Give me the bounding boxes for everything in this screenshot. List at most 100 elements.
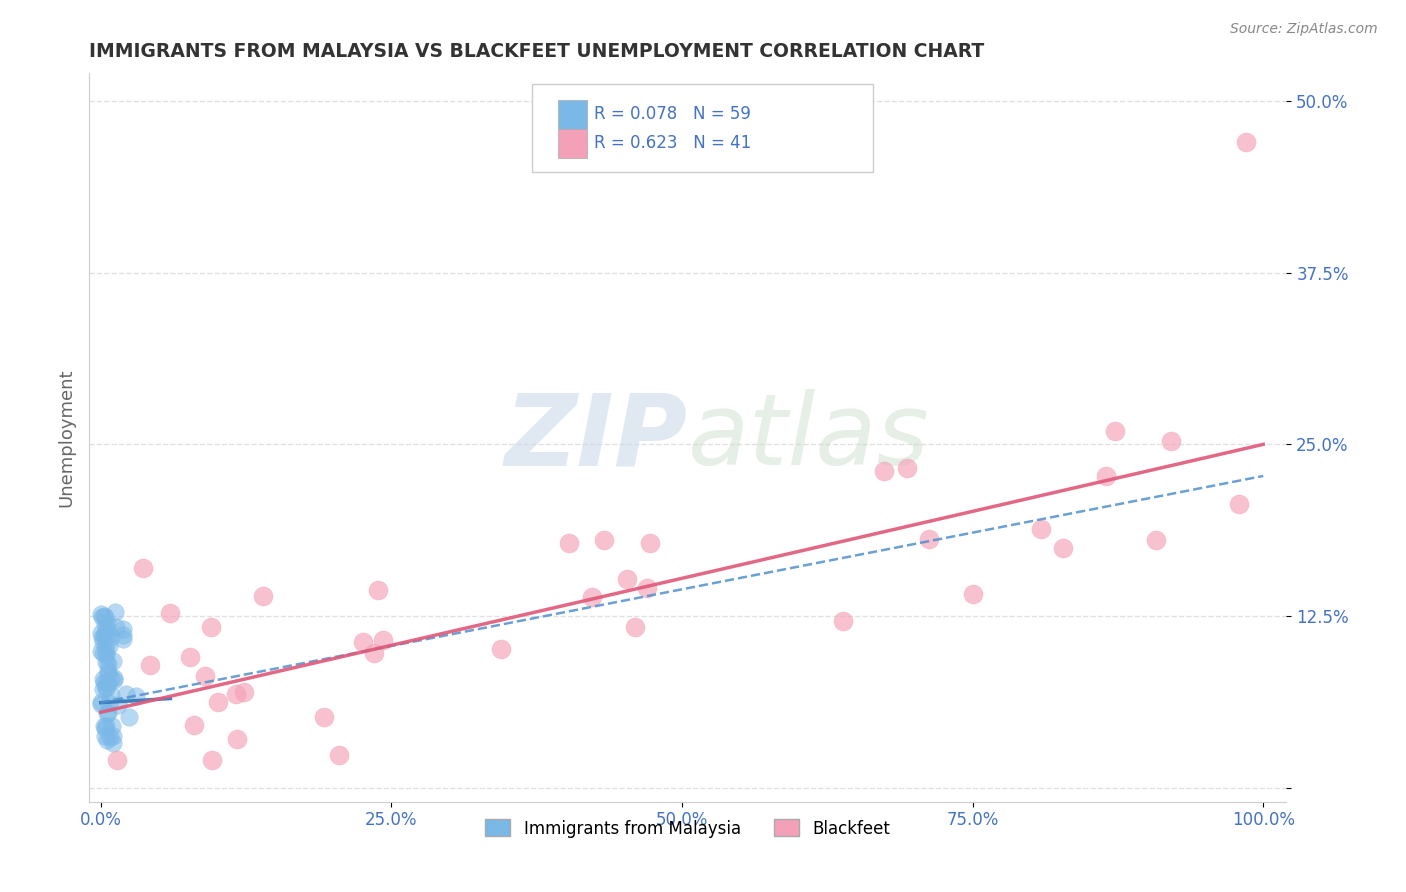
FancyBboxPatch shape [531,85,873,172]
Point [917,532,939,546]
Point [896,461,918,475]
FancyBboxPatch shape [558,128,588,158]
Point [103,673,125,688]
Point [636,582,658,596]
Point [104,620,127,634]
Text: ZIP: ZIP [505,389,688,486]
Point [97,657,120,671]
Point [1052,541,1074,555]
Point [90,610,112,624]
Point [1104,425,1126,439]
Point [96,680,118,694]
Point [101,730,124,744]
Point [962,587,984,601]
Point [312,710,335,724]
Point [107,698,129,712]
Point [100,630,122,644]
Point [96,622,118,636]
Point [112,632,135,647]
Point [179,649,201,664]
Point [93,629,115,643]
Point [93,609,115,624]
Point [93,675,115,690]
Point [638,536,661,550]
Point [90,625,112,640]
Point [101,654,124,668]
Point [593,533,616,548]
Point [616,572,638,586]
Point [103,671,125,685]
Point [100,672,122,686]
Point [117,710,139,724]
Point [832,615,855,629]
Point [91,630,114,644]
Y-axis label: Unemployment: Unemployment [58,368,75,507]
Point [97,676,120,690]
Point [93,729,115,743]
Point [91,673,114,687]
Point [94,609,117,624]
Point [94,618,117,632]
Point [94,627,117,641]
Point [232,685,254,699]
Point [91,647,114,661]
Point [97,706,120,721]
Point [90,697,112,711]
Point [194,669,217,683]
Point [373,632,395,647]
Point [207,695,229,709]
Point [94,639,117,653]
Point [183,717,205,731]
Point [94,674,117,689]
Point [111,622,134,636]
Point [96,732,118,747]
Point [111,628,134,642]
Point [624,620,647,634]
Point [131,561,153,575]
Point [98,730,121,744]
Text: R = 0.078   N = 59: R = 0.078 N = 59 [595,105,751,123]
Point [1227,497,1250,511]
Legend: Immigrants from Malaysia, Blackfeet: Immigrants from Malaysia, Blackfeet [478,813,897,844]
Point [91,634,114,648]
Point [94,644,117,658]
Point [96,719,118,733]
Point [1095,469,1118,483]
Point [252,589,274,603]
Point [114,687,136,701]
Point [558,536,581,550]
Text: R = 0.623   N = 41: R = 0.623 N = 41 [595,135,752,153]
Point [103,736,125,750]
Point [101,719,124,733]
Point [139,657,162,672]
Point [96,706,118,720]
Point [94,655,117,669]
Point [1031,523,1053,537]
Point [94,681,117,695]
Point [93,719,115,733]
Point [97,664,120,678]
Text: atlas: atlas [688,389,929,486]
Point [90,607,112,621]
Point [97,639,120,653]
Point [328,748,350,763]
Point [96,648,118,662]
Point [367,583,389,598]
Point [363,647,385,661]
Point [100,688,122,702]
Point [352,634,374,648]
Point [90,644,112,658]
Point [94,721,117,735]
Point [201,753,224,767]
Point [125,689,148,703]
FancyBboxPatch shape [558,100,588,128]
Point [1144,533,1167,548]
Point [489,642,512,657]
Point [200,619,222,633]
Point [90,695,112,709]
Point [91,681,114,696]
Text: IMMIGRANTS FROM MALAYSIA VS BLACKFEET UNEMPLOYMENT CORRELATION CHART: IMMIGRANTS FROM MALAYSIA VS BLACKFEET UN… [89,42,984,61]
Point [96,628,118,642]
Point [581,590,603,604]
Point [105,753,128,767]
